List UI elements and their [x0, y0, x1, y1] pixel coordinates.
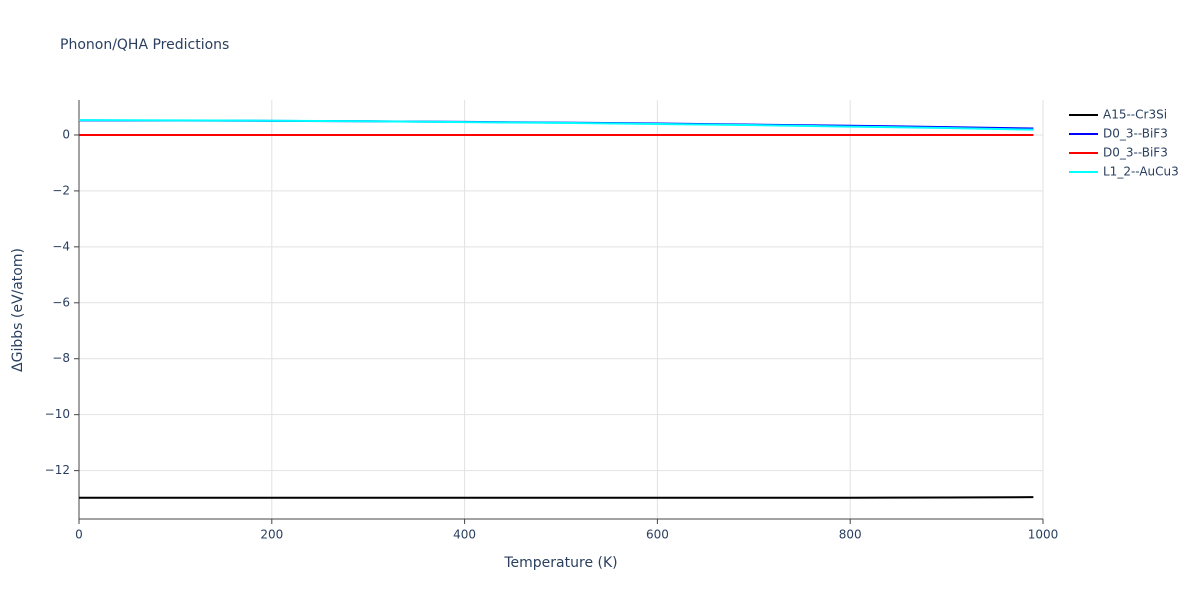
legend-label: D0_3--BiF3: [1103, 146, 1168, 160]
x-tick-label: 400: [453, 528, 476, 542]
x-tick-label: 800: [839, 528, 862, 542]
y-tick-label: −2: [52, 183, 70, 197]
y-tick-label: −10: [45, 407, 70, 421]
y-tick-label: −6: [52, 295, 70, 309]
series-line: [79, 496, 1034, 499]
x-tick-label: 600: [646, 528, 669, 542]
series-line: [78, 119, 1034, 131]
y-tick-label: −8: [52, 351, 70, 365]
x-tick-label: 1000: [1028, 528, 1059, 542]
chart-title: Phonon/QHA Predictions: [60, 37, 229, 53]
legend-label: L1_2--AuCu3: [1103, 165, 1179, 179]
y-axis-label: ΔGibbs (eV/atom): [10, 248, 26, 372]
legend-label: A15--Cr3Si: [1103, 108, 1167, 122]
legend-label: D0_3--BiF3: [1103, 127, 1168, 141]
x-tick-label: 200: [260, 528, 283, 542]
x-tick-label: 0: [75, 528, 83, 542]
y-tick-label: −12: [45, 463, 70, 477]
y-tick-label: −4: [52, 239, 70, 253]
x-axis-label: Temperature (K): [503, 555, 617, 571]
y-tick-label: 0: [62, 127, 70, 141]
